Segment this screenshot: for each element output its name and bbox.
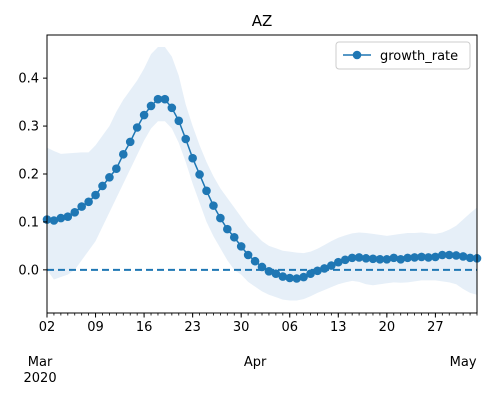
data-point bbox=[444, 250, 454, 260]
data-point bbox=[410, 253, 419, 262]
growth-rate-series bbox=[42, 94, 482, 283]
data-point bbox=[327, 261, 336, 270]
data-point bbox=[98, 181, 107, 191]
data-point bbox=[340, 255, 350, 265]
data-point bbox=[70, 208, 80, 217]
data-point bbox=[320, 264, 329, 273]
data-point bbox=[202, 186, 211, 196]
data-point bbox=[458, 252, 468, 261]
x-tick-label: 20 bbox=[379, 320, 396, 335]
y-tick-label: 0.2 bbox=[18, 168, 39, 183]
x-tick-label: 16 bbox=[136, 320, 153, 335]
data-point bbox=[382, 255, 392, 264]
data-point bbox=[417, 252, 426, 262]
data-point bbox=[257, 262, 267, 272]
data-point bbox=[250, 256, 260, 266]
data-point bbox=[243, 250, 253, 260]
data-point bbox=[354, 253, 364, 262]
x-month-label: Mar bbox=[28, 355, 53, 370]
data-point bbox=[403, 253, 412, 263]
y-tick-label: 0.1 bbox=[18, 215, 39, 230]
data-point bbox=[264, 267, 274, 276]
data-point bbox=[56, 213, 66, 223]
legend-label: growth_rate bbox=[380, 49, 458, 64]
x-tick-label: 02 bbox=[39, 320, 56, 335]
data-point bbox=[160, 94, 170, 104]
data-point bbox=[146, 101, 156, 111]
data-point bbox=[333, 257, 343, 267]
data-point bbox=[347, 253, 357, 263]
data-point bbox=[139, 110, 149, 120]
data-point bbox=[118, 150, 128, 159]
data-point bbox=[209, 201, 218, 210]
data-point bbox=[132, 123, 142, 132]
data-point bbox=[181, 134, 191, 144]
x-tick-label: 27 bbox=[427, 320, 444, 335]
y-tick-label: 0.3 bbox=[18, 120, 39, 135]
data-point bbox=[396, 255, 406, 264]
data-point bbox=[195, 170, 204, 179]
data-point bbox=[167, 103, 177, 113]
data-point bbox=[306, 269, 315, 278]
x-tick-label: 30 bbox=[233, 320, 250, 335]
legend-box bbox=[335, 41, 471, 70]
data-point bbox=[84, 197, 93, 207]
data-point bbox=[451, 251, 461, 260]
data-point bbox=[63, 212, 73, 221]
data-point bbox=[368, 254, 378, 264]
data-point bbox=[216, 213, 225, 223]
data-point bbox=[188, 153, 197, 163]
chart-title: AZ bbox=[252, 12, 273, 30]
legend: growth_rate bbox=[335, 41, 471, 70]
data-point bbox=[292, 274, 301, 283]
data-point bbox=[361, 254, 371, 263]
data-point bbox=[438, 250, 447, 260]
data-point bbox=[299, 272, 308, 282]
data-point bbox=[153, 94, 163, 104]
legend-marker-swatch bbox=[352, 50, 362, 60]
x-tick-label: 09 bbox=[87, 320, 104, 335]
data-point bbox=[229, 232, 239, 242]
data-point bbox=[465, 253, 475, 263]
data-point bbox=[375, 255, 385, 264]
x-month-label: May bbox=[450, 355, 477, 370]
data-point bbox=[236, 242, 246, 251]
data-point bbox=[77, 202, 86, 211]
confidence-band bbox=[47, 46, 477, 301]
y-axis: 0.0 0.1 0.2 0.3 0.4 bbox=[18, 72, 47, 278]
confidence-band-area bbox=[47, 46, 477, 301]
data-point bbox=[313, 266, 322, 276]
data-point bbox=[223, 224, 232, 234]
data-point bbox=[389, 253, 399, 263]
x-month-label: Apr bbox=[244, 355, 267, 370]
data-point bbox=[174, 116, 184, 126]
x-year-label: 2020 bbox=[24, 371, 57, 386]
data-point bbox=[112, 164, 121, 174]
x-tick-label: 13 bbox=[330, 320, 347, 335]
data-point bbox=[105, 173, 114, 182]
data-point bbox=[91, 190, 100, 200]
data-point bbox=[431, 252, 440, 262]
x-tick-label: 06 bbox=[281, 320, 298, 335]
data-point bbox=[278, 272, 288, 281]
data-point bbox=[271, 269, 281, 278]
data-point bbox=[49, 216, 59, 225]
y-tick-label: 0.0 bbox=[18, 263, 39, 278]
data-point bbox=[125, 137, 135, 147]
data-point bbox=[424, 253, 433, 262]
y-tick-label: 0.4 bbox=[18, 72, 39, 87]
data-point bbox=[285, 273, 295, 283]
x-tick-label: 23 bbox=[184, 320, 201, 335]
